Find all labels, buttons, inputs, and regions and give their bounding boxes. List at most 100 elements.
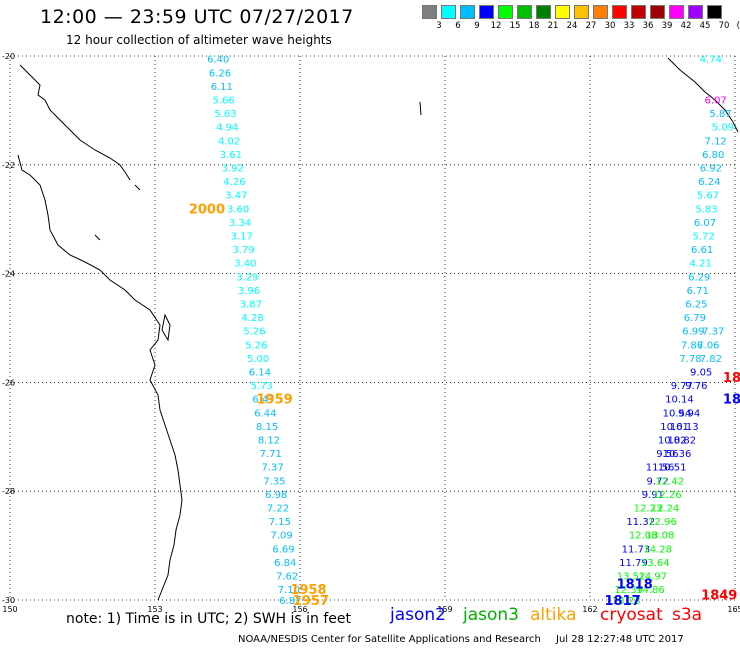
swh-value-label: 6.24: [698, 177, 720, 188]
swh-value-label: 11.32: [626, 517, 655, 528]
lon-tick-label: 162: [582, 605, 597, 614]
swh-value-label: 7.86: [681, 340, 703, 351]
swh-value-label: 9.94: [678, 408, 700, 419]
lat-tick-label: -24: [2, 270, 15, 279]
swh-value-label: 7.09: [271, 531, 293, 542]
map-title: 12:00 — 23:59 UTC 07/27/2017: [40, 6, 354, 28]
swh-value-label: 4.74: [700, 55, 722, 66]
swh-value-label: 6.82: [279, 596, 301, 607]
track-id-label: 1957: [293, 594, 329, 609]
scale-label: 27: [585, 21, 597, 31]
swh-value-label: 3.96: [238, 286, 260, 297]
swh-value-label: 6.80: [702, 150, 724, 161]
swh-value-label: 7.12: [705, 136, 727, 147]
lon-tick-label: 159: [437, 605, 452, 614]
scale-swatch: [536, 5, 551, 19]
track-id-label: 2000: [189, 202, 225, 217]
swh-value-label: 10.14: [665, 395, 694, 406]
scale-label: 9: [474, 21, 480, 31]
track-id-label: 1958: [290, 583, 326, 598]
swh-value-label: 8.12: [258, 436, 280, 447]
swh-value-label: 6.71: [687, 286, 709, 297]
swh-value-label: 12.39: [614, 585, 643, 596]
swh-value-label: 7.10: [278, 585, 300, 596]
lat-tick-label: -22: [2, 161, 15, 170]
swh-value-label: 7.37: [702, 327, 724, 338]
scale-swatch: [650, 5, 665, 19]
swh-value-label: 4.21: [690, 259, 712, 270]
swh-value-label: 6.84: [274, 558, 296, 569]
swh-value-label: 5.73: [251, 381, 273, 392]
swh-value-label: 3.34: [229, 218, 251, 229]
swh-value-label: 5.26: [245, 340, 267, 351]
swh-value-label: 10.61: [660, 422, 689, 433]
scale-label: 24: [566, 21, 578, 31]
satellite-name-jason3: jason3: [463, 605, 519, 625]
swh-value-label: 13.23: [612, 596, 641, 607]
scale-label: 36: [642, 21, 654, 31]
lat-tick-label: -30: [2, 596, 15, 605]
swh-value-label: 12.23: [634, 504, 663, 515]
swh-value-label: 5.72: [692, 232, 714, 243]
satellite-name-cryosat: cryosat: [600, 605, 663, 625]
swh-value-label: 10.54: [663, 408, 692, 419]
scale-label: 15: [509, 21, 521, 31]
swh-value-label: 6.25: [685, 300, 707, 311]
swh-value-label: 6.44: [254, 408, 276, 419]
swh-value-label: 6.47: [252, 395, 274, 406]
swh-value-label: 6.92: [700, 164, 722, 175]
scale-swatch: [441, 5, 456, 19]
track-id-label: 184: [723, 371, 740, 386]
swh-value-label: 5.09: [712, 123, 734, 134]
scale-label: 18: [528, 21, 540, 31]
scale-swatch: [707, 5, 722, 19]
swh-value-label: 11.56: [646, 463, 675, 474]
lon-tick-label: 156: [292, 605, 307, 614]
coral-reef-2: [94, 234, 101, 241]
swh-value-label: 7.71: [260, 449, 282, 460]
scale-swatch: [479, 5, 494, 19]
scale-swatch: [631, 5, 646, 19]
swh-value-label: 14.28: [643, 544, 672, 555]
swh-value-label: 3.29: [236, 272, 258, 283]
swh-value-label: 6.07: [694, 218, 716, 229]
swh-value-label: 9.72: [647, 476, 669, 487]
scale-swatch: [517, 5, 532, 19]
swh-value-label: 6.98: [265, 490, 287, 501]
swh-value-label: 5.67: [697, 191, 719, 202]
swh-value-label: 7.35: [263, 476, 285, 487]
fraser-island: [161, 313, 171, 342]
swh-value-label: 12.96: [648, 517, 677, 528]
swh-value-label: 3.61: [220, 150, 242, 161]
scale-label: 30: [604, 21, 616, 31]
swh-value-label: 6.29: [688, 272, 710, 283]
swh-value-label: 4.26: [223, 177, 245, 188]
scale-label: 33: [623, 21, 635, 31]
legend-note: note: 1) Time is in UTC; 2) SWH is in fe…: [66, 611, 352, 627]
swh-value-label: 11.79: [619, 558, 648, 569]
map-subtitle: 12 hour collection of altimeter wave hei…: [66, 33, 332, 47]
swh-value-label: 6.26: [209, 68, 231, 79]
lon-tick-label: 150: [2, 605, 17, 614]
scale-label: 3: [436, 21, 442, 31]
scale-swatch: [555, 5, 570, 19]
swh-value-label: 3.92: [222, 164, 244, 175]
scale-swatch: [422, 5, 437, 19]
swh-value-label: 4.28: [242, 313, 264, 324]
swh-value-label: 10.36: [663, 449, 692, 460]
generation-timestamp: Jul 28 12:27:48 UTC 2017: [556, 634, 684, 645]
swh-value-label: 5.83: [695, 204, 717, 215]
swh-value-label: 3.87: [240, 300, 262, 311]
satellite-name-altika: altika: [530, 605, 577, 625]
track-id-label: 1817: [605, 594, 641, 609]
swh-value-label: 4.94: [216, 123, 238, 134]
swh-value-label: 6.07: [705, 96, 727, 107]
scale-swatch: [688, 5, 703, 19]
swh-value-label: 6.79: [684, 313, 706, 324]
swh-value-label: 5.00: [247, 354, 269, 365]
swh-value-label: 9.77: [671, 381, 693, 392]
lon-tick-label: 153: [147, 605, 162, 614]
scale-label: 45: [699, 21, 711, 31]
swh-value-label: 3.17: [231, 232, 253, 243]
scale-label: 70: [718, 21, 730, 31]
